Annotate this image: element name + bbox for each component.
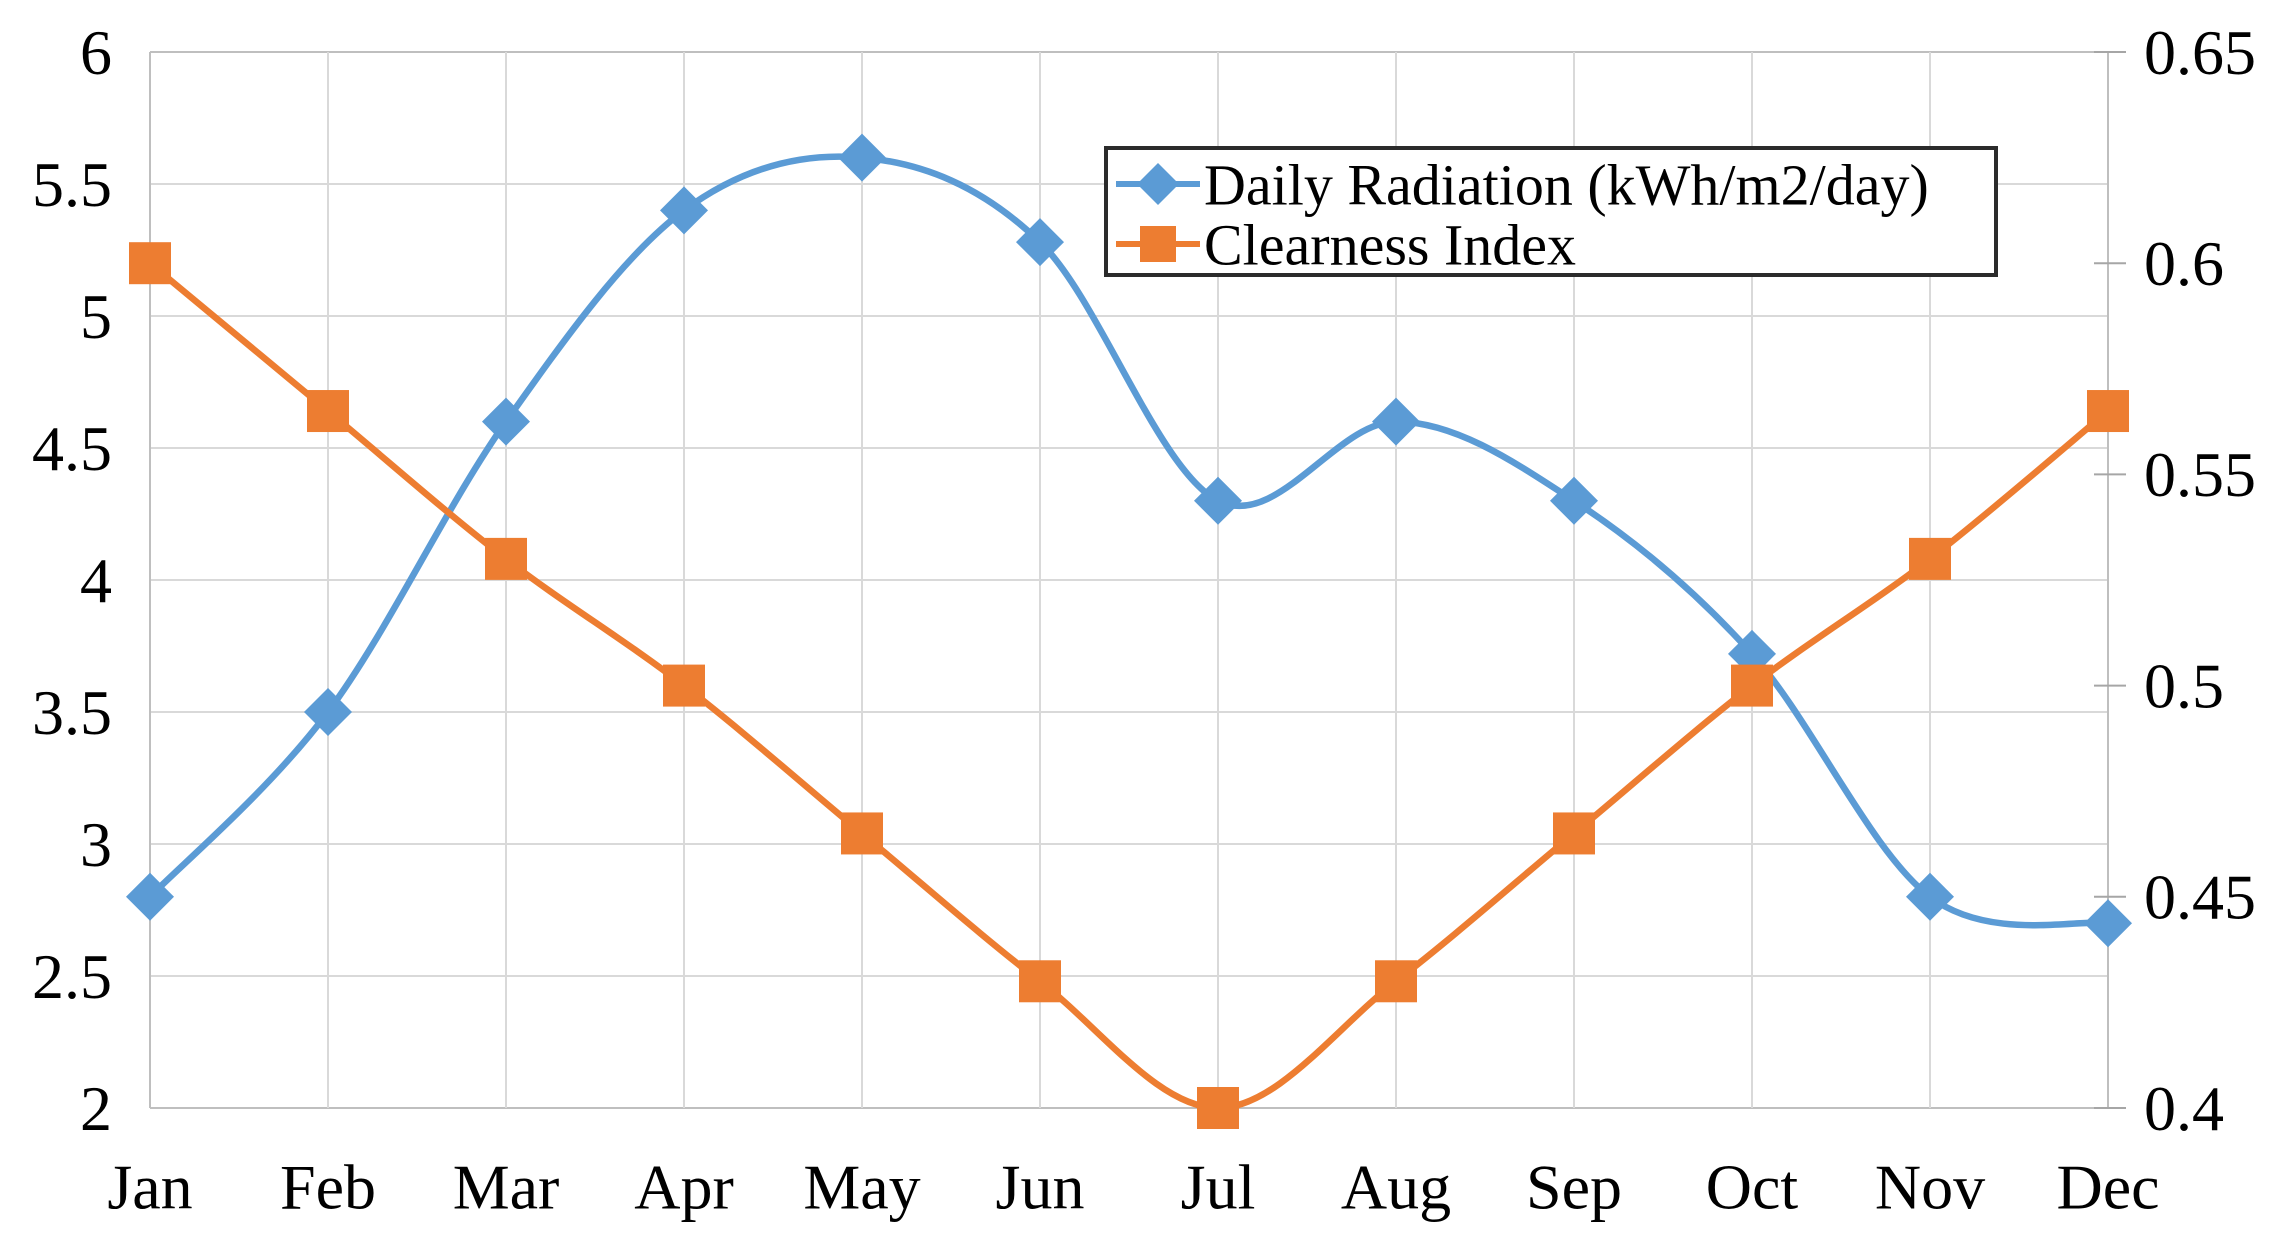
x-axis-tick-label: Oct <box>1706 1151 1799 1222</box>
data-point-marker-square <box>1731 664 1773 707</box>
series-line <box>146 259 2112 1112</box>
legend-item-daily-radiation: Daily Radiation (kWh/m2/day) <box>1116 152 1929 217</box>
data-point-marker-square <box>129 242 171 285</box>
right-axis-tick-label: 0.65 <box>2144 17 2256 88</box>
series-daily-radiation <box>126 133 2132 948</box>
left-axis-tick-label: 3 <box>80 809 112 880</box>
data-point-marker-diamond <box>1137 163 1179 205</box>
data-point-marker-diamond <box>1194 476 1242 525</box>
data-point-marker-square <box>841 812 883 855</box>
legend: Daily Radiation (kWh/m2/day)Clearness In… <box>1104 146 1998 277</box>
data-point-marker-diamond <box>1906 872 1954 921</box>
data-point-marker-diamond <box>482 397 530 446</box>
legend-label: Clearness Index <box>1204 212 1576 277</box>
x-axis-tick-label: Jun <box>996 1151 1085 1222</box>
x-axis-tick-label: Dec <box>2056 1151 2159 1222</box>
gridlines <box>149 51 2109 1109</box>
legend-box <box>1104 146 1998 277</box>
data-point-marker-square <box>1140 226 1176 262</box>
data-point-marker-square <box>1909 537 1951 580</box>
x-axis-tick-label: Sep <box>1526 1151 1622 1222</box>
series-line <box>146 153 2112 929</box>
x-axis-tick-label: Feb <box>280 1151 376 1222</box>
x-axis-tick-label: Apr <box>634 1151 734 1222</box>
right-axis-tick-label: 0.4 <box>2144 1073 2224 1144</box>
data-point-marker-diamond <box>1016 218 1064 267</box>
left-axis-labels: 6 5.5 5 4.5 4 3.5 3 2.5 2 <box>32 17 112 1144</box>
left-axis-tick-label: 6 <box>80 17 112 88</box>
data-point-marker-square <box>663 664 705 707</box>
x-axis-tick-label: Nov <box>1875 1151 1985 1222</box>
right-axis-tick-label: 0.6 <box>2144 228 2224 299</box>
data-point-marker-square <box>1019 960 1061 1003</box>
right-axis-tick-label: 0.55 <box>2144 439 2256 510</box>
data-point-marker-square <box>1553 812 1595 855</box>
x-axis-tick-label: Aug <box>1341 1151 1451 1222</box>
left-axis-tick-label: 4.5 <box>32 413 112 484</box>
left-axis-tick-label: 3.5 <box>32 677 112 748</box>
data-point-marker-square <box>1375 960 1417 1003</box>
data-point-marker-diamond <box>1550 476 1598 525</box>
series-clearness-index <box>129 242 2129 1129</box>
data-point-marker-diamond <box>1372 397 1420 446</box>
data-point-marker-diamond <box>304 688 352 736</box>
data-point-marker-diamond <box>2084 899 2132 948</box>
x-axis-tick-label: Jul <box>1181 1151 1256 1222</box>
data-point-marker-square <box>307 390 349 433</box>
data-point-marker-diamond <box>838 133 886 182</box>
x-axis-tick-label: May <box>803 1151 920 1222</box>
left-axis-tick-label: 2 <box>80 1073 112 1144</box>
right-axis-ticks <box>2094 51 2126 1109</box>
x-axis-labels: Jan Feb Mar Apr May Jun Jul Aug Sep Oct Nov Dec <box>107 1151 2159 1222</box>
x-axis-tick-label: Mar <box>453 1151 560 1222</box>
left-axis-tick-label: 5.5 <box>32 149 112 220</box>
left-axis-tick-label: 2.5 <box>32 941 112 1012</box>
right-axis-tick-label: 0.45 <box>2144 862 2256 933</box>
right-axis-labels: 0.65 0.6 0.55 0.5 0.45 0.4 <box>2144 17 2256 1144</box>
left-axis-tick-label: 5 <box>80 281 112 352</box>
legend-item-clearness-index: Clearness Index <box>1116 212 1576 277</box>
data-point-marker-square <box>1197 1087 1239 1129</box>
data-point-marker-square <box>2087 390 2129 433</box>
left-axis-tick-label: 4 <box>80 545 112 616</box>
x-axis-tick-label: Jan <box>107 1151 192 1222</box>
right-axis-tick-label: 0.5 <box>2144 650 2224 721</box>
data-point-marker-diamond <box>126 872 174 921</box>
data-point-marker-diamond <box>660 186 708 235</box>
data-point-marker-square <box>485 537 527 580</box>
legend-label: Daily Radiation (kWh/m2/day) <box>1204 152 1929 217</box>
